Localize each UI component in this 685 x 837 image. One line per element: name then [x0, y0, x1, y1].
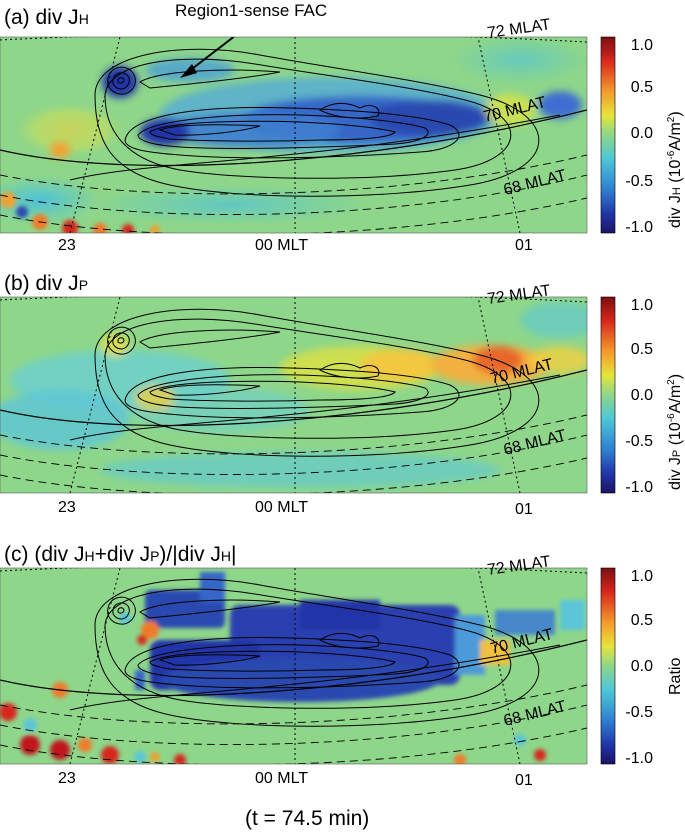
- panel-b: (b) div JP 72 MLAT 70 MLAT 68 MLAT 23 00…: [0, 272, 684, 518]
- cbar-a-tick: -1.0: [625, 219, 653, 236]
- panel-c-map: [0, 568, 587, 764]
- panel-b-colorbar: 1.0 0.5 0.0 -0.5 -1.0 div JP (10-6A/m2): [600, 296, 684, 496]
- panel-b-title: (b) div JP: [4, 272, 88, 295]
- cbar-a-tick: 0.0: [631, 125, 653, 142]
- cbar-a-tick: 1.0: [631, 37, 653, 54]
- panel-a-mlt-01: 01: [515, 237, 533, 254]
- panel-c-colorbar: 1.0 0.5 0.0 -0.5 -1.0 Ratio: [600, 567, 684, 767]
- panel-a: (a) div JH Region1-sense FAC 72 MLAT 70 …: [0, 1, 684, 254]
- panel-c: (c) (div JH+div JP)/|div JH| 72 MLAT 70 …: [0, 543, 684, 789]
- panel-c-colorbar-title: Ratio: [667, 658, 684, 695]
- panel-a-colorbar-title: div JH (10-6A/m2): [666, 111, 684, 228]
- panel-a-colorbar: 1.0 0.5 0.0 -0.5 -1.0 div JH (10-6A/m2): [600, 36, 684, 236]
- panel-a-annotation: Region1-sense FAC: [175, 1, 327, 20]
- panel-a-map: [0, 37, 587, 233]
- panel-b-mlt-23: 23: [58, 499, 76, 516]
- cbar-a-tick: 0.5: [631, 79, 653, 96]
- cbar-c-tick: 1.0: [631, 568, 653, 585]
- panel-b-map: [0, 297, 587, 493]
- cbar-a-tick: -0.5: [625, 173, 653, 190]
- cbar-b-tick: 0.5: [631, 341, 653, 358]
- panel-b-mlt-01: 01: [515, 501, 533, 518]
- cbar-b-tick: 1.0: [631, 297, 653, 314]
- panel-c-mlt-01: 01: [515, 772, 533, 789]
- panel-b-colorbar-title: div JP (10-6A/m2): [666, 374, 684, 490]
- cbar-b-tick: 0.0: [631, 387, 653, 404]
- cbar-b-tick: -1.0: [625, 479, 653, 496]
- panel-c-title: (c) (div JH+div JP)/|div JH|: [4, 543, 236, 566]
- cbar-c-tick: 0.5: [631, 612, 653, 629]
- cbar-b-tick: -0.5: [625, 433, 653, 450]
- cbar-c-tick: -1.0: [625, 750, 653, 767]
- panel-b-mlt-00: 00 MLT: [255, 499, 308, 516]
- panel-a-mlt-23: 23: [58, 237, 76, 254]
- cbar-c-tick: -0.5: [625, 704, 653, 721]
- panel-a-title: (a) div JH: [4, 6, 89, 29]
- panel-c-mlt-00: 00 MLT: [255, 770, 308, 787]
- figure-caption: (t = 74.5 min): [245, 807, 369, 830]
- cbar-c-tick: 0.0: [631, 658, 653, 675]
- panel-a-mlt-00: 00 MLT: [255, 237, 308, 254]
- panel-c-mlt-23: 23: [58, 770, 76, 787]
